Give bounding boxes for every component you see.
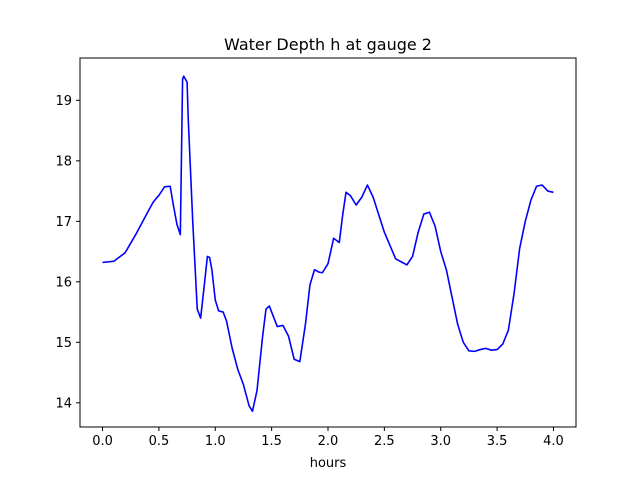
x-tick-label: 1.0 (205, 434, 226, 449)
x-tick-label: 4.0 (543, 434, 564, 449)
y-tick-label: 15 (55, 336, 72, 351)
x-tick-label: 2.5 (374, 434, 395, 449)
x-tick-label: 3.0 (430, 434, 451, 449)
y-tick-label: 14 (55, 396, 72, 411)
chart-title: Water Depth h at gauge 2 (224, 35, 432, 54)
x-tick-label: 0.0 (92, 434, 113, 449)
x-tick-label: 2.0 (318, 434, 339, 449)
series-line-0 (102, 75, 554, 413)
x-axis-label: hours (310, 456, 347, 471)
x-axis: 0.0 0.5 1.0 1.5 2.0 2.5 3.0 3.5 4.0 (92, 427, 564, 449)
y-tick-label: 16 (55, 275, 72, 290)
plot-area (102, 75, 554, 413)
y-tick-label: 18 (55, 154, 72, 169)
y-tick-label: 19 (55, 94, 72, 109)
y-axis: 14 15 16 17 18 19 (55, 94, 80, 411)
x-tick-label: 0.5 (149, 434, 170, 449)
x-tick-label: 1.5 (261, 434, 282, 449)
x-tick-label: 3.5 (487, 434, 508, 449)
y-tick-label: 17 (55, 215, 72, 230)
